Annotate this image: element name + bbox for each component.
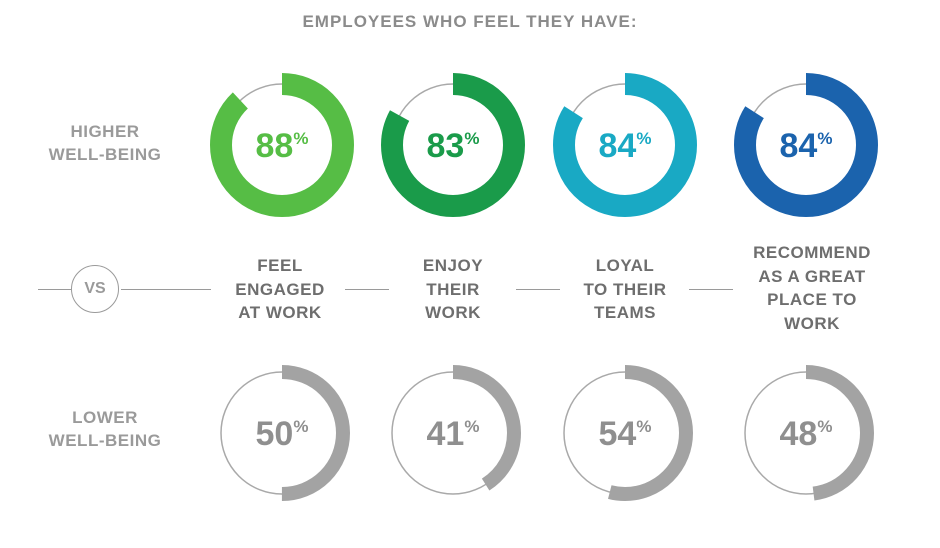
donut-value-label: 48% [780, 415, 833, 453]
donut-lower: 54% [557, 365, 693, 501]
donut-lower: 48% [738, 365, 874, 501]
donut-arc [734, 73, 878, 217]
category-label-line: AT WORK [238, 303, 322, 322]
category-label-line: TEAMS [594, 303, 656, 322]
donut-arc [385, 365, 521, 501]
category-label-line: ENJOY [422, 256, 484, 275]
category-label-line: THEIR [426, 279, 480, 299]
donut-value-label: 41% [427, 415, 480, 453]
category-label-line: PLACE TO [767, 290, 857, 309]
category-label-line: FEEL [257, 256, 303, 275]
category-label-line: RECOMMEND [753, 243, 871, 262]
row-label-lower-line1: LOWER [72, 408, 138, 427]
donut-higher: 88% [210, 73, 354, 217]
donut-lower: 41% [385, 365, 521, 501]
category-label-line: AS A GREAT [758, 266, 866, 286]
donut-value-label: 84% [599, 127, 652, 165]
category-label-line: TO THEIR [583, 279, 667, 299]
donut-higher: 84% [553, 73, 697, 217]
category-label: ENJOY THEIR WORK [368, 254, 538, 325]
donut-arc [557, 365, 693, 501]
donut-value-label: 50% [256, 415, 309, 453]
donut-arc [381, 73, 525, 217]
divider-line [516, 289, 560, 290]
donut-value-label: 54% [599, 415, 652, 453]
chart-title: EMPLOYEES WHO FEEL THEY HAVE: [302, 12, 638, 31]
row-label-higher-line1: HIGHER [70, 122, 140, 141]
category-label-line: ENGAGED [235, 279, 325, 299]
row-label-higher: HIGHER WELL-BEING [30, 120, 180, 166]
donut-arc [210, 73, 354, 217]
row-label-lower: LOWER WELL-BEING [30, 406, 180, 452]
donut-value-label: 88% [256, 127, 309, 165]
category-label-line: WORK [425, 303, 481, 322]
category-label: FEEL ENGAGED AT WORK [195, 254, 365, 325]
donut-arc [553, 73, 697, 217]
divider-line [38, 289, 71, 290]
donut-higher: 83% [381, 73, 525, 217]
donut-value-label: 83% [427, 127, 480, 165]
donut-lower: 50% [214, 365, 350, 501]
divider-line [121, 289, 211, 290]
row-label-higher-line2: WELL-BEING [48, 145, 162, 164]
category-label: LOYAL TO THEIR TEAMS [540, 254, 710, 325]
donut-value-label: 84% [780, 127, 833, 165]
donut-higher: 84% [734, 73, 878, 217]
category-label-line: WORK [784, 313, 840, 333]
row-label-lower-line2: WELL-BEING [48, 431, 162, 450]
divider-line [689, 289, 733, 290]
divider-line [345, 289, 389, 290]
category-label-line: LOYAL [595, 256, 655, 275]
category-label: RECOMMEND AS A GREAT PLACE TO WORK [727, 241, 897, 335]
donut-arc [738, 365, 874, 501]
vs-badge: VS [71, 265, 119, 313]
donut-arc [214, 365, 350, 501]
